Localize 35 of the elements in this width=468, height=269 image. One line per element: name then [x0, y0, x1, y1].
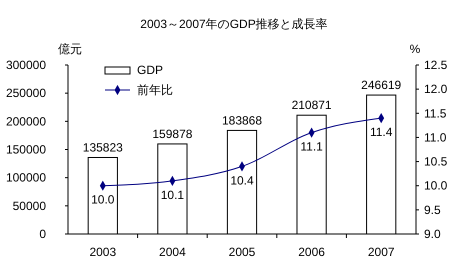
- y2-tick-label: 11.5: [424, 106, 447, 120]
- legend-label: 前年比: [137, 83, 173, 97]
- y2-tick-label: 10.0: [424, 178, 448, 193]
- data-label: 10.1: [160, 188, 184, 202]
- chart-title: 2003～2007年のGDP推移と成長率: [140, 17, 328, 31]
- data-label: 183868: [222, 113, 262, 128]
- data-label: 10.4: [230, 173, 254, 188]
- x-tick-label: 2007: [368, 245, 395, 259]
- data-label: 210871: [292, 98, 332, 112]
- y-tick-label: 100000: [6, 170, 46, 185]
- x-tick-label: 2004: [159, 245, 186, 259]
- data-label: 11.1: [300, 140, 324, 154]
- y2-tick-label: 11.0: [424, 130, 447, 144]
- y-tick-label: 0: [39, 227, 46, 241]
- x-tick-label: 2005: [228, 245, 256, 259]
- y-tick-label: 150000: [6, 142, 46, 156]
- y-axis-title: 億元: [58, 42, 82, 56]
- x-tick-label: 2006: [298, 245, 326, 259]
- y-tick-label: 50000: [12, 198, 46, 213]
- y2-tick-label: 9.0: [424, 227, 442, 241]
- y-tick-label: 300000: [6, 58, 46, 72]
- y2-tick-label: 12.0: [424, 82, 448, 96]
- legend-label: GDP: [137, 63, 164, 77]
- data-label: 135823: [82, 140, 124, 154]
- y2-tick-label: 10.5: [424, 154, 448, 169]
- data-label: 246619: [361, 78, 402, 92]
- data-label: 10.0: [91, 192, 115, 207]
- data-label: 159878: [152, 126, 193, 141]
- y-tick-label: 250000: [6, 86, 46, 100]
- y-tick-label: 200000: [6, 114, 46, 128]
- data-label: 11.4: [370, 125, 393, 140]
- x-tick-label: 2003: [89, 245, 116, 259]
- y2-tick-label: 9.5: [424, 202, 442, 217]
- y2-axis-title: %: [410, 42, 421, 56]
- y2-tick-label: 12.5: [424, 58, 448, 72]
